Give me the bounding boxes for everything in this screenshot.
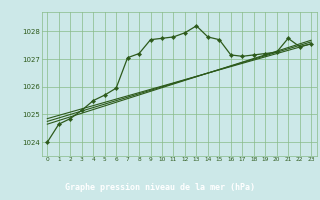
Text: Graphe pression niveau de la mer (hPa): Graphe pression niveau de la mer (hPa) (65, 183, 255, 192)
